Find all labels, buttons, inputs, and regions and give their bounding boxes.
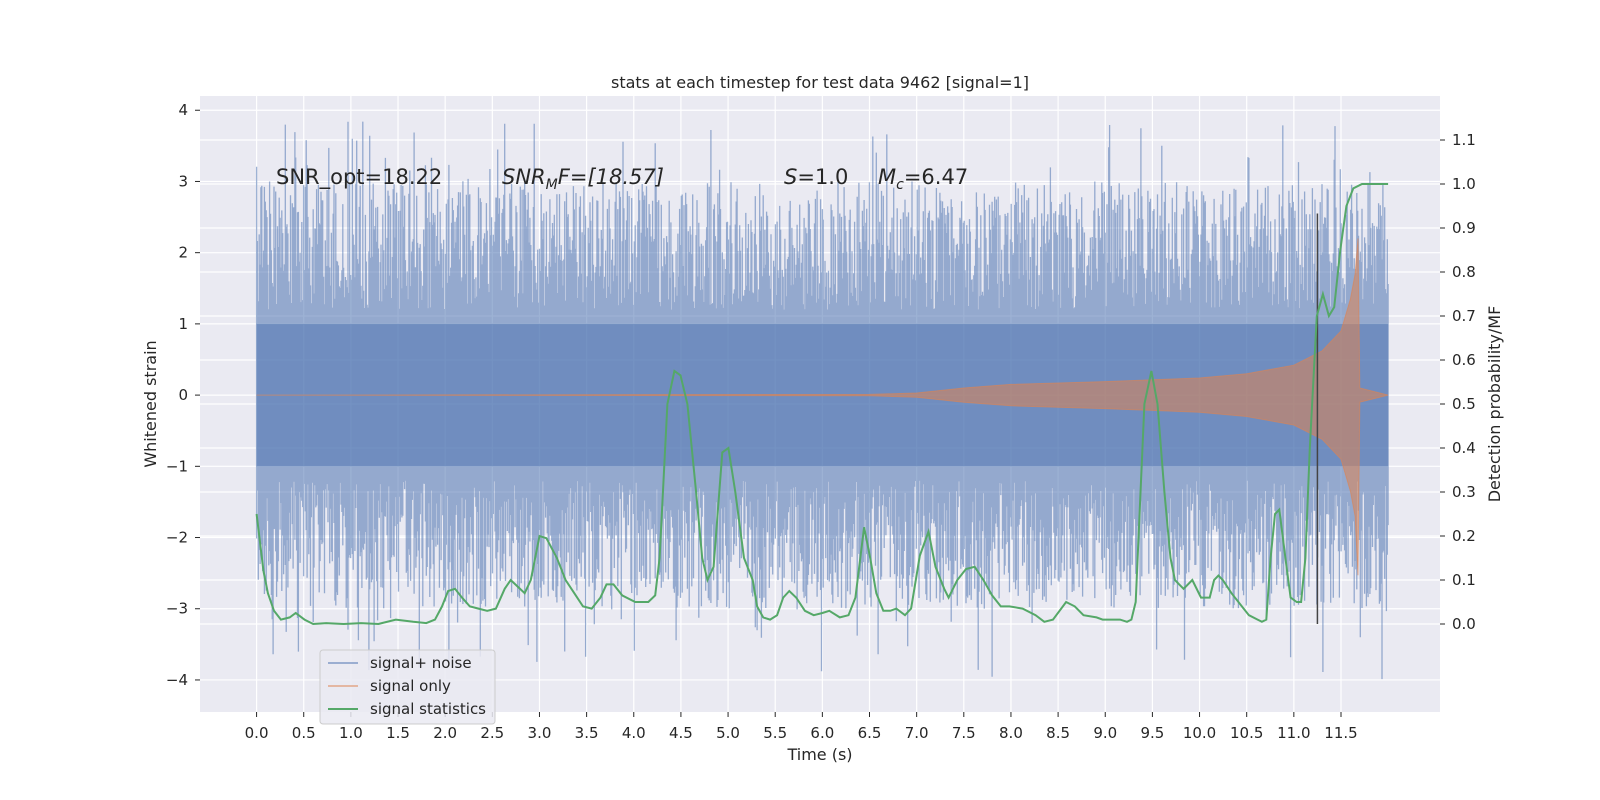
y-right-tick-label: 0.6 bbox=[1452, 351, 1476, 369]
y-tick-label: 1 bbox=[178, 315, 188, 333]
annotation-mc-rest: =6.47 bbox=[904, 165, 968, 189]
x-tick-label: 3.0 bbox=[528, 724, 552, 742]
y-tick-label: 4 bbox=[178, 101, 188, 119]
x-tick-label: 11.5 bbox=[1324, 724, 1357, 742]
x-tick-label: 6.0 bbox=[810, 724, 834, 742]
y-tick-label: −1 bbox=[166, 457, 188, 475]
x-tick-label: 4.5 bbox=[669, 724, 693, 742]
x-tick-label: 3.5 bbox=[575, 724, 599, 742]
annotation-mc-main: M bbox=[878, 165, 896, 189]
series-signal-noise-spikes bbox=[255, 121, 1389, 680]
x-tick-label: 7.5 bbox=[952, 724, 976, 742]
legend-label-signal-statistics: signal statistics bbox=[370, 700, 486, 718]
y-axis-label: Whitened strain bbox=[141, 340, 160, 467]
chart-title: stats at each timestep for test data 946… bbox=[611, 73, 1029, 92]
y-right-tick-label: 0.3 bbox=[1452, 483, 1476, 501]
legend-label-signal-noise: signal+ noise bbox=[370, 654, 472, 672]
y-right-tick-label: 0.1 bbox=[1452, 571, 1476, 589]
y-right-tick-label: 0.0 bbox=[1452, 615, 1476, 633]
annotation-snr-mf: SNRMF=[18.57] bbox=[502, 165, 664, 193]
y-right-tick-label: 0.8 bbox=[1452, 263, 1476, 281]
y-tick-label: −2 bbox=[166, 529, 188, 547]
y-right-tick-label: 1.0 bbox=[1452, 175, 1476, 193]
x-tick-label: 7.0 bbox=[905, 724, 929, 742]
y-right-tick-label: 0.9 bbox=[1452, 219, 1476, 237]
x-tick-label: 9.0 bbox=[1093, 724, 1117, 742]
annotation-mc: Mc=6.47 bbox=[878, 165, 968, 193]
y-right-tick-label: 1.1 bbox=[1452, 131, 1476, 149]
legend-box bbox=[319, 649, 496, 725]
x-tick-label: 10.0 bbox=[1183, 724, 1216, 742]
series-signal-statistics bbox=[255, 183, 1389, 626]
annotation-snr-mf-sub: M bbox=[546, 177, 558, 193]
x-tick-label: 8.0 bbox=[999, 724, 1023, 742]
annotation-s-rest: =1.0 bbox=[797, 165, 848, 189]
legend-label-signal-only: signal only bbox=[370, 677, 451, 695]
y-tick-label: −4 bbox=[166, 671, 188, 689]
x-tick-label: 8.5 bbox=[1046, 724, 1070, 742]
x-tick-label: 1.5 bbox=[386, 724, 410, 742]
x-axis-label: Time (s) bbox=[786, 745, 852, 764]
y-tick-label: −3 bbox=[166, 600, 188, 618]
annotation-mc-sub: c bbox=[896, 177, 904, 193]
x-tick-labels: 0.0 0.5 1.0 1.5 2.0 2.5 3.0 3.5 4.0 4.5 5.0 5.5 6.0 6… bbox=[245, 712, 1358, 742]
y-right-tick-label: 0.7 bbox=[1452, 307, 1476, 325]
y-tick-label: 2 bbox=[178, 244, 188, 262]
x-tick-label: 5.5 bbox=[763, 724, 787, 742]
x-tick-label: 9.5 bbox=[1140, 724, 1164, 742]
x-tick-label: 6.5 bbox=[858, 724, 882, 742]
y-tick-labels: −4 −3 −2 −1 0 1 2 3 4 bbox=[166, 101, 200, 689]
x-tick-label: 4.0 bbox=[622, 724, 646, 742]
x-tick-label: 11.0 bbox=[1277, 724, 1310, 742]
x-tick-label: 1.0 bbox=[339, 724, 363, 742]
series-signal-only bbox=[256, 238, 1389, 576]
x-tick-label: 0.5 bbox=[292, 724, 316, 742]
y-right-tick-labels: 0.0 0.1 0.2 0.3 0.4 0.5 0.6 0.7 0.8 0.9 1.0 1.1 bbox=[1440, 131, 1476, 633]
y-tick-label: 3 bbox=[178, 172, 188, 190]
y-right-tick-label: 0.2 bbox=[1452, 527, 1476, 545]
x-tick-label: 2.0 bbox=[433, 724, 457, 742]
legend: signal+ noise signal only signal statist… bbox=[319, 649, 496, 725]
y-right-axis-label: Detection probability/MF bbox=[1485, 306, 1504, 503]
y-right-tick-label: 0.5 bbox=[1452, 395, 1476, 413]
y-right-tick-label: 0.4 bbox=[1452, 439, 1476, 457]
annotation-snr-opt: SNR_opt=18.22 bbox=[276, 165, 442, 190]
x-tick-label: 2.5 bbox=[480, 724, 504, 742]
y-tick-label: 0 bbox=[178, 386, 188, 404]
annotation-s: S=1.0 bbox=[784, 165, 848, 189]
x-tick-label: 0.0 bbox=[245, 724, 269, 742]
x-tick-label: 10.5 bbox=[1230, 724, 1263, 742]
x-tick-label: 5.0 bbox=[716, 724, 740, 742]
annotation-snr-mf-rest: F=[18.57] bbox=[558, 165, 664, 189]
annotation-snr-mf-main: SNR bbox=[502, 165, 546, 189]
annotation-s-main: S bbox=[784, 165, 797, 189]
